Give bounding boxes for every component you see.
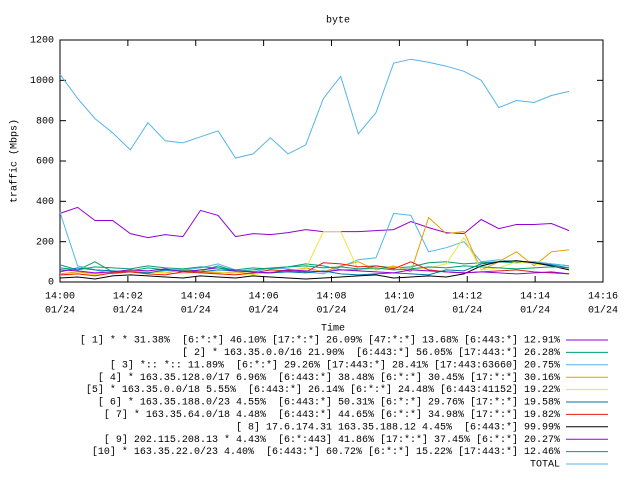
x-tick-label: 14:14 (520, 292, 550, 303)
x-tick-date: 01/24 (316, 305, 346, 317)
legend-label: [ 2] * 163.35.0.0/16 21.90% [6:443:*] 56… (182, 347, 560, 359)
y-tick-label: 1200 (30, 36, 54, 47)
y-tick-label: 1000 (30, 76, 54, 87)
legend-label: [ 4] * 163.35.128.0/17 6.96% [6:443:*] 3… (98, 372, 560, 384)
legend-label: [ 1] * * 31.38% [6:*:*] 46.10% [17:*:*] … (80, 335, 560, 347)
legend-label: [ 6] * 163.35.188.0/23 4.55% [6:443:*] 5… (98, 397, 560, 409)
series-line (59, 260, 570, 280)
x-tick-label: 14:12 (452, 292, 482, 303)
legend-label: [ 9] 202.115.208.13 * 4.43% [6:*:443] 41… (104, 434, 560, 446)
x-tick-label: 14:08 (316, 292, 346, 303)
series-line (59, 261, 570, 273)
x-tick-date: 01/24 (181, 305, 211, 317)
y-tick-label: 800 (36, 116, 54, 127)
series-line (59, 58, 570, 159)
legend-label: [10] * 163.35.22.0/23 4.40% [6:443:*] 60… (92, 446, 560, 458)
legend-label: [5] * 163.35.0.0/18 5.55% [6:443:*] 26.1… (86, 384, 560, 396)
legend-label: [ 8] 17.6.174.31 163.35.188.12 4.45% [6:… (236, 421, 560, 433)
x-tick-date: 01/24 (113, 305, 143, 317)
x-tick-label: 14:06 (249, 292, 279, 303)
legend-label: [ 7] * 163.35.64.0/18 4.48% [6:443:*] 44… (104, 409, 560, 421)
chart-title: byte (326, 15, 350, 27)
x-tick-label: 14:02 (113, 292, 143, 303)
legend-label: [ 3] *:: *:: 11.89% [6:*:*] 29.26% [17:4… (110, 359, 560, 371)
y-tick-label: 600 (36, 157, 54, 168)
legend-label: TOTAL (530, 460, 560, 471)
x-tick-label: 14:16 (588, 292, 618, 303)
y-tick-label: 200 (36, 237, 54, 248)
x-tick-label: 14:04 (181, 292, 211, 303)
y-tick-label: 400 (36, 197, 54, 208)
x-tick-date: 01/24 (520, 305, 550, 317)
x-tick-date: 01/24 (384, 305, 414, 317)
plot-border (59, 39, 604, 283)
x-tick-date: 01/24 (588, 305, 618, 317)
y-axis-label: traffic (Mbps) (9, 119, 21, 203)
y-tick-label: 0 (48, 278, 54, 289)
series-line (59, 265, 570, 271)
x-tick-date: 01/24 (452, 305, 482, 317)
x-tick-label: 14:00 (45, 292, 75, 303)
x-tick-date: 01/24 (45, 305, 75, 317)
x-tick-label: 14:10 (384, 292, 414, 303)
series-line (59, 206, 570, 239)
x-axis-label: Time (321, 323, 345, 335)
series-line (59, 231, 570, 277)
series-line (59, 267, 570, 275)
x-tick-date: 01/24 (249, 305, 279, 317)
